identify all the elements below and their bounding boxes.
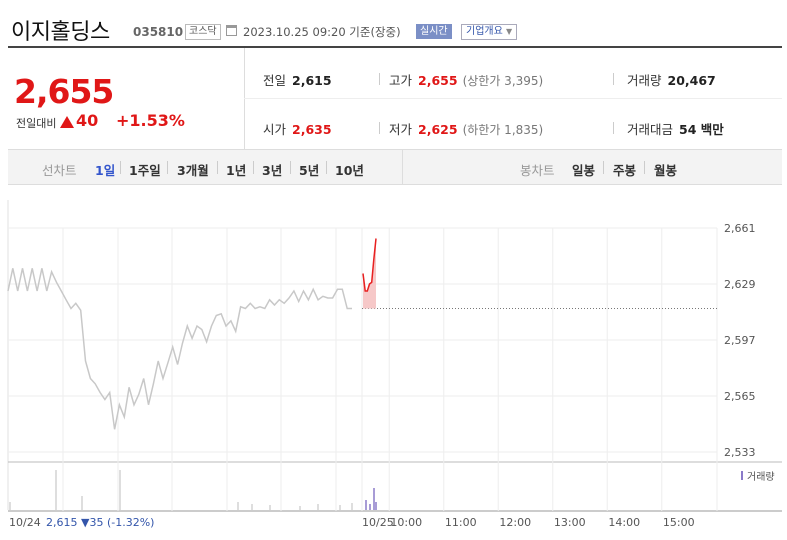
- stat-label: 전일: [263, 73, 287, 88]
- tab-divider: [167, 161, 168, 174]
- stat-value: 2,635: [292, 122, 332, 137]
- stat-sub: (하한가 1,835): [462, 123, 544, 137]
- company-overview-dropdown[interactable]: 기업개요 ▼: [461, 24, 518, 40]
- stat-separator: [613, 73, 614, 85]
- change-percent: +1.53%: [116, 111, 185, 130]
- stock-header: 이지홀딩스 035810 코스닥 2023.10.25 09:20 기준(장중)…: [0, 0, 787, 46]
- chart-tab-bar: 선차트 1일 1주일 3개월 1년 3년 5년 10년 봉차트 일봉 주봉 월봉: [8, 149, 782, 185]
- x-tick-label: 10:00: [390, 516, 422, 529]
- stock-name: 이지홀딩스: [11, 20, 110, 45]
- tab-weekly[interactable]: 주봉: [613, 163, 637, 178]
- change-label: 전일대비: [16, 117, 57, 130]
- series-prev-day-line: [7, 268, 352, 430]
- prev-day-summary: 2,615 ▼35 (-1.32%): [46, 516, 154, 529]
- stat-value: 2,625: [418, 122, 458, 137]
- stat-value: 2,655: [418, 73, 458, 88]
- company-overview-label: 기업개요: [466, 26, 503, 37]
- tab-divider: [120, 161, 121, 174]
- x-tick-label: 10/25: [362, 516, 394, 529]
- stat-separator: [379, 73, 380, 85]
- y-tick-label: 2,661: [724, 222, 756, 235]
- stat-value: 2,615: [292, 73, 332, 88]
- market-badge: 코스닥: [185, 24, 221, 40]
- x-tick-label: 11:00: [445, 516, 477, 529]
- tab-3y[interactable]: 3년: [262, 163, 283, 178]
- stat-volume: 거래량 20,467: [627, 70, 716, 89]
- tab-1y[interactable]: 1년: [226, 163, 247, 178]
- price-summary: 2,655 전일대비 40 +1.53%: [8, 48, 244, 149]
- candle-chart-label: 봉차트: [520, 163, 555, 178]
- line-chart-label: 선차트: [42, 163, 77, 178]
- calendar-icon: [226, 25, 237, 36]
- x-tick-label: 12:00: [499, 516, 531, 529]
- tab-daily[interactable]: 일봉: [572, 163, 596, 178]
- series-today-line: [362, 238, 377, 292]
- tab-3m[interactable]: 3개월: [177, 163, 209, 178]
- current-price: 2,655: [14, 72, 114, 111]
- stat-sub: (상한가 3,395): [462, 74, 544, 88]
- series-today-area: [363, 238, 376, 309]
- prev-day-label: 10/24: [9, 516, 41, 529]
- tab-divider: [253, 161, 254, 174]
- y-tick-label: 2,565: [724, 390, 756, 403]
- stat-label: 고가: [389, 73, 413, 88]
- tab-5y[interactable]: 5년: [299, 163, 320, 178]
- stat-value: 20,467: [667, 73, 716, 88]
- stat-label: 저가: [389, 122, 413, 137]
- stat-prev-close: 전일 2,615: [263, 70, 332, 89]
- tab-1w[interactable]: 1주일: [129, 163, 161, 178]
- quote-datetime: 2023.10.25 09:20 기준(장중): [243, 25, 401, 39]
- header-divider: [8, 46, 782, 48]
- stat-label: 거래량: [627, 73, 662, 88]
- stat-label: 거래대금: [627, 122, 674, 137]
- stats-row-divider: [244, 98, 782, 99]
- tab-divider: [217, 161, 218, 174]
- stat-separator: [379, 122, 380, 134]
- tab-divider: [290, 161, 291, 174]
- volume-legend-label: 거래량: [747, 471, 775, 483]
- change-value: 40: [76, 111, 99, 130]
- tab-10y[interactable]: 10년: [335, 163, 364, 178]
- stat-low: 저가 2,625 (하한가 1,835): [389, 119, 543, 138]
- y-tick-label: 2,597: [724, 334, 756, 347]
- y-tick-label: 2,629: [724, 278, 756, 291]
- x-tick-label: 15:00: [663, 516, 695, 529]
- stat-high: 고가 2,655 (상한가 3,395): [389, 70, 543, 89]
- realtime-badge[interactable]: 실시간: [416, 24, 452, 39]
- x-tick-label: 13:00: [554, 516, 586, 529]
- x-tick-label: 14:00: [608, 516, 640, 529]
- volume-legend-swatch: [741, 471, 743, 480]
- stat-open: 시가 2,635: [263, 119, 332, 138]
- tab-monthly[interactable]: 월봉: [654, 163, 678, 178]
- y-tick-label: 2,533: [724, 446, 756, 459]
- chevron-down-icon: ▼: [506, 27, 513, 36]
- stat-value: 54 백만: [679, 122, 724, 137]
- tab-group-divider: [402, 150, 403, 184]
- tab-1d[interactable]: 1일: [95, 163, 116, 178]
- tab-divider: [644, 161, 645, 174]
- stat-turnover: 거래대금 54 백만: [627, 119, 724, 138]
- tab-divider: [326, 161, 327, 174]
- stat-label: 시가: [263, 122, 287, 137]
- tab-divider: [603, 161, 604, 174]
- up-triangle-icon: [60, 116, 74, 128]
- stock-code: 035810: [133, 25, 184, 39]
- stat-separator: [613, 122, 614, 134]
